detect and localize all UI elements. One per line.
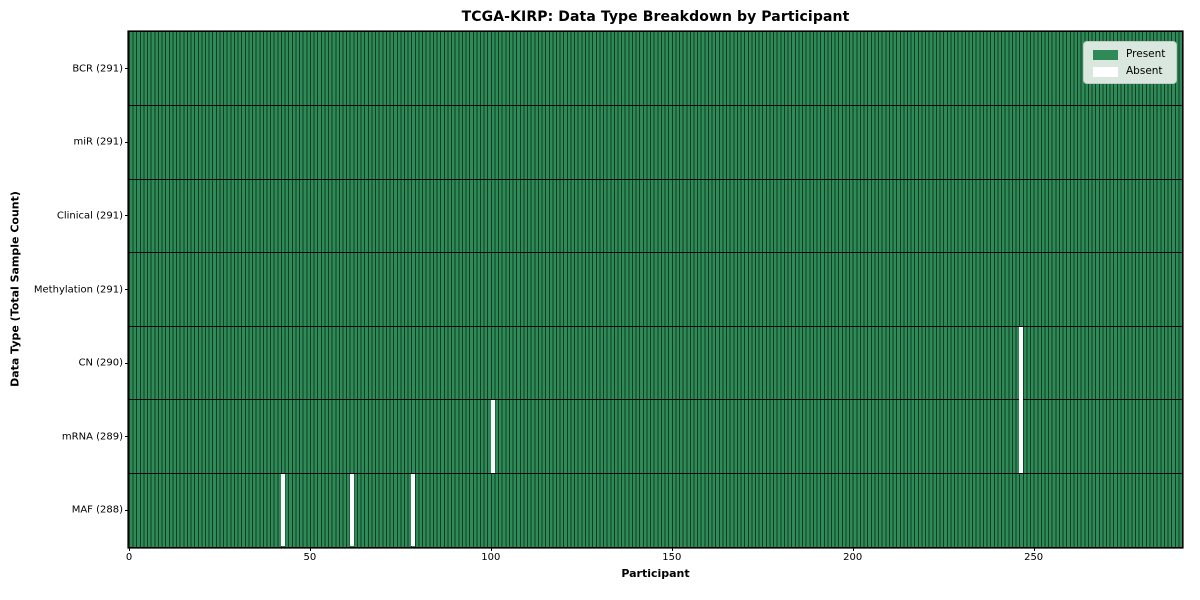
legend-entry-absent: Absent bbox=[1093, 64, 1176, 79]
y-tick-label-mir: miR (291) bbox=[73, 136, 123, 148]
chart-title: TCGA-KIRP: Data Type Breakdown by Partic… bbox=[461, 9, 850, 25]
x-tick bbox=[852, 547, 854, 551]
y-tick-label-maf: MAF (288) bbox=[71, 504, 123, 516]
x-tick bbox=[309, 547, 311, 551]
heatmap-row-methylation bbox=[129, 252, 1182, 327]
absent-bar-mrna-246 bbox=[1018, 398, 1023, 473]
heatmap-row-clinical bbox=[129, 179, 1182, 253]
heatmap-row-maf bbox=[129, 473, 1182, 547]
x-tick-label: 0 bbox=[125, 552, 133, 563]
y-tick bbox=[125, 68, 129, 70]
legend: Present Absent bbox=[1083, 41, 1177, 84]
legend-entry-present: Present bbox=[1093, 47, 1176, 62]
heatmap-row-bcr bbox=[129, 32, 1182, 106]
x-tick bbox=[490, 547, 492, 551]
x-tick bbox=[1033, 547, 1035, 551]
heatmap-row-cn bbox=[129, 326, 1182, 400]
x-tick bbox=[671, 547, 673, 551]
absent-bar-maf-42 bbox=[280, 474, 285, 547]
x-axis-label: Participant bbox=[621, 567, 690, 580]
row-divider bbox=[129, 252, 1182, 254]
row-divider bbox=[129, 325, 1182, 327]
x-tick-label: 50 bbox=[303, 552, 317, 563]
absent-bar-maf-61 bbox=[349, 474, 354, 547]
row-divider bbox=[129, 472, 1182, 474]
plot-area bbox=[129, 32, 1182, 547]
y-tick-label-cn: CN (290) bbox=[78, 357, 123, 369]
y-tick-label-mrna: mRNA (289) bbox=[61, 431, 123, 443]
y-tick bbox=[125, 141, 129, 143]
x-tick-label: 150 bbox=[662, 552, 682, 563]
legend-label-present: Present bbox=[1126, 48, 1166, 61]
y-tick bbox=[125, 362, 129, 364]
y-tick-label-clinical: Clinical (291) bbox=[56, 210, 123, 222]
heatmap-row-mrna bbox=[129, 399, 1182, 474]
row-divider bbox=[129, 105, 1182, 107]
y-tick bbox=[125, 509, 129, 511]
absent-bar-maf-78 bbox=[411, 474, 416, 547]
y-tick-label-bcr: BCR (291) bbox=[72, 63, 123, 75]
legend-label-absent: Absent bbox=[1126, 65, 1163, 78]
heatmap-row-mir bbox=[129, 105, 1182, 180]
row-divider bbox=[129, 178, 1182, 180]
absent-bar-cn-246 bbox=[1018, 326, 1023, 402]
legend-swatch-absent bbox=[1093, 66, 1118, 77]
y-tick bbox=[125, 215, 129, 217]
y-tick-label-methylation: Methylation (291) bbox=[33, 284, 123, 295]
row-divider bbox=[129, 399, 1182, 401]
legend-swatch-present bbox=[1093, 49, 1118, 60]
x-tick-label: 200 bbox=[843, 552, 863, 563]
y-tick bbox=[125, 289, 129, 290]
y-tick bbox=[125, 436, 129, 438]
x-tick-label: 100 bbox=[481, 552, 501, 563]
x-tick-label: 250 bbox=[1024, 552, 1044, 563]
x-tick bbox=[129, 547, 130, 551]
absent-bar-mrna-100 bbox=[490, 400, 495, 473]
